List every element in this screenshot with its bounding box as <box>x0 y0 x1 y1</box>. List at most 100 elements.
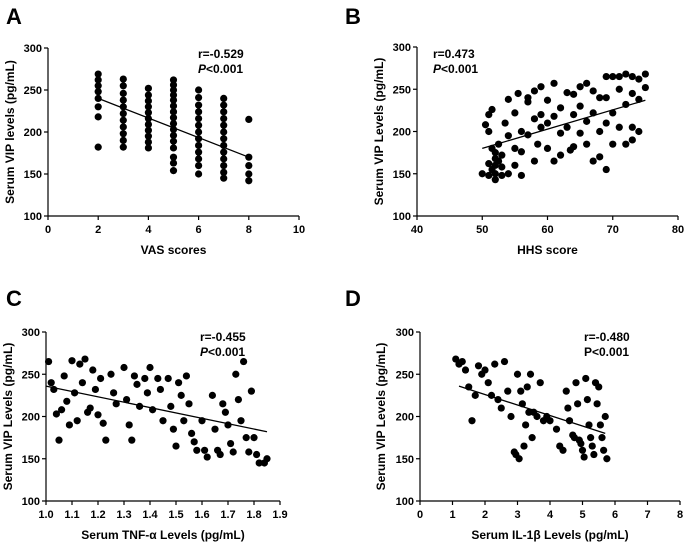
data-point <box>195 108 203 116</box>
data-point <box>474 362 483 370</box>
data-point <box>169 108 178 116</box>
data-point <box>498 171 506 180</box>
data-point <box>511 161 519 169</box>
annotation-p-value: P<0.001 <box>584 345 629 359</box>
data-point <box>208 391 216 399</box>
x-tick-label: 70 <box>607 224 619 236</box>
data-point <box>220 121 228 129</box>
data-point <box>102 436 110 444</box>
data-point <box>94 113 102 121</box>
data-point <box>564 404 572 412</box>
data-point <box>195 141 203 150</box>
data-point <box>94 143 102 151</box>
data-point <box>245 170 253 178</box>
data-point <box>120 363 128 372</box>
x-tick-label: 3 <box>514 509 520 521</box>
data-point <box>543 144 552 152</box>
data-point <box>232 370 240 378</box>
data-point <box>245 162 253 170</box>
data-point <box>543 96 552 104</box>
data-point <box>216 450 224 459</box>
data-point <box>622 140 630 148</box>
data-point <box>146 363 154 372</box>
data-point <box>570 90 578 98</box>
data-point <box>169 137 178 145</box>
data-point <box>609 72 617 81</box>
data-point <box>253 450 261 459</box>
data-point <box>240 357 248 366</box>
data-point <box>603 455 611 463</box>
data-point <box>602 72 610 81</box>
data-point <box>255 459 263 467</box>
data-point <box>517 387 525 395</box>
data-point <box>94 82 102 90</box>
data-point <box>172 442 180 450</box>
data-point <box>144 132 152 140</box>
data-point <box>169 96 178 104</box>
data-point <box>227 439 235 448</box>
data-point <box>220 108 228 116</box>
data-point <box>169 114 178 122</box>
data-point <box>533 412 541 421</box>
data-point <box>641 83 649 92</box>
data-point <box>596 94 604 102</box>
data-point <box>602 165 610 174</box>
data-point <box>485 171 493 180</box>
data-point <box>119 82 127 90</box>
data-point <box>559 446 567 454</box>
data-point <box>144 91 152 99</box>
data-point <box>107 370 115 378</box>
regression-line <box>458 385 606 435</box>
data-point <box>144 84 152 92</box>
data-point <box>534 140 542 148</box>
x-tick-label: 1 <box>449 509 455 521</box>
data-point <box>144 109 152 117</box>
data-point <box>550 112 558 120</box>
data-point <box>628 89 636 98</box>
data-point <box>478 170 486 178</box>
data-point <box>247 387 255 395</box>
data-point <box>530 115 539 123</box>
y-tick-label: 300 <box>393 42 411 54</box>
data-point <box>220 148 228 156</box>
data-point <box>602 94 610 102</box>
panel-c: C 100 150 200 250 300 1.0 1.1 1.2 1.3 1.4 1.5 1.6 1.7… <box>1 286 288 542</box>
data-point <box>119 116 127 124</box>
y-tick-label: 150 <box>396 454 414 466</box>
data-point <box>550 79 558 87</box>
data-point <box>169 76 178 84</box>
data-point <box>491 149 499 157</box>
data-point <box>517 148 526 156</box>
data-point <box>220 101 228 109</box>
y-tick-label: 100 <box>393 211 411 223</box>
data-point <box>485 160 493 168</box>
data-point <box>81 355 89 363</box>
y-tick-label: 200 <box>22 412 40 424</box>
x-tick-label: 1.3 <box>116 509 131 521</box>
data-point <box>159 417 167 425</box>
data-point <box>195 155 203 163</box>
data-point <box>182 372 190 380</box>
data-point <box>537 83 545 91</box>
data-point <box>488 105 496 114</box>
data-point <box>615 123 623 131</box>
y-tick-label: 150 <box>22 454 40 466</box>
data-point <box>609 140 617 148</box>
data-point <box>491 176 499 184</box>
data-point <box>195 101 203 109</box>
data-point <box>563 89 571 97</box>
data-point <box>537 123 545 131</box>
data-point <box>602 119 610 127</box>
y-tick-label: 300 <box>22 327 40 339</box>
data-point <box>628 123 636 131</box>
data-point <box>133 380 141 388</box>
data-point <box>245 448 253 456</box>
data-point <box>641 70 649 78</box>
data-point <box>169 102 178 110</box>
data-point <box>169 425 177 433</box>
data-point <box>522 421 530 429</box>
data-point <box>195 162 203 170</box>
data-point <box>578 446 587 454</box>
data-point <box>481 121 490 129</box>
data-point <box>458 357 466 366</box>
